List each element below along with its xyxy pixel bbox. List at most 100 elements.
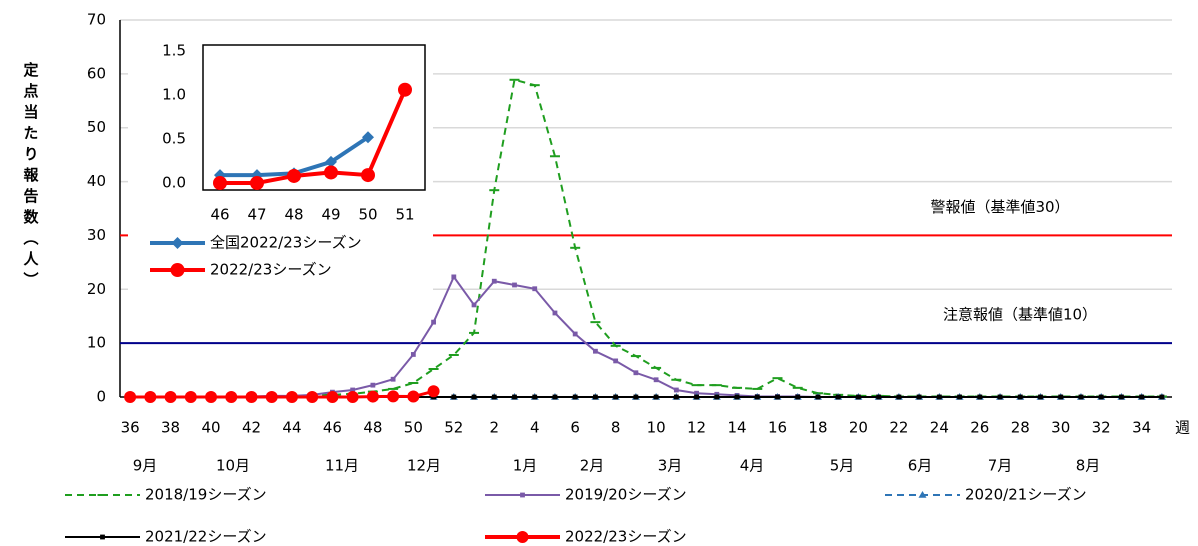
marker (633, 370, 639, 376)
marker (362, 131, 374, 144)
marker (977, 394, 983, 400)
y-tick-label: 60 (87, 64, 106, 82)
marker (613, 358, 619, 364)
marker (572, 331, 578, 337)
series-line (130, 274, 1162, 398)
marker (431, 319, 436, 325)
month-label: 12月 (407, 457, 441, 475)
x-tick-label: 34 (1132, 419, 1151, 437)
x-tick-label: 40 (201, 419, 220, 437)
x-tick-label: 46 (210, 206, 229, 224)
marker (1038, 394, 1043, 400)
reference-label: 注意報値（基準値10） (943, 306, 1097, 324)
marker (856, 394, 861, 400)
x-tick-label: 48 (363, 419, 382, 437)
marker (451, 274, 457, 280)
x-tick-label: 10 (647, 419, 666, 437)
y-axis-label: 定点当たり報告数（人） (22, 61, 40, 293)
marker (225, 391, 238, 403)
marker (471, 302, 477, 308)
legend-label: 2021/22シーズン (145, 528, 267, 546)
y-tick-label: 20 (87, 280, 106, 298)
marker (775, 394, 780, 400)
marker (572, 394, 578, 400)
x-tick-label: 50 (404, 419, 423, 437)
marker (471, 394, 477, 400)
x-tick-label: 32 (1092, 419, 1111, 437)
marker (918, 491, 927, 498)
series-line (130, 389, 434, 399)
y-tick-label: 1.0 (162, 86, 186, 104)
marker (346, 391, 359, 403)
marker (1017, 394, 1023, 400)
marker (451, 394, 457, 400)
marker (1058, 394, 1064, 400)
x-tick-label: 12 (687, 419, 706, 437)
marker (734, 394, 740, 400)
marker (512, 394, 517, 400)
marker (387, 390, 400, 403)
marker (184, 391, 197, 403)
month-label: 4月 (740, 457, 765, 475)
marker (361, 168, 375, 183)
marker (407, 390, 420, 403)
marker (427, 385, 440, 398)
y-tick-label: 40 (87, 172, 106, 190)
marker (1119, 394, 1124, 400)
marker (491, 394, 497, 400)
x-tick-label: 2 (489, 419, 499, 437)
x-tick-label: 44 (282, 419, 301, 437)
legend-label: 2019/20シーズン (565, 486, 687, 504)
marker (144, 391, 157, 403)
y-tick-label: 10 (87, 334, 106, 352)
x-tick-label: 42 (242, 419, 261, 437)
marker (997, 394, 1003, 400)
marker (552, 310, 558, 316)
x-tick-label: 38 (161, 419, 180, 437)
marker (936, 394, 942, 400)
month-label: 1月 (513, 457, 538, 475)
month-label: 3月 (658, 457, 683, 475)
month-label: 9月 (133, 457, 158, 475)
x-tick-label: 16 (768, 419, 787, 437)
marker (1078, 394, 1084, 400)
x-tick-label: 52 (444, 419, 463, 437)
marker (673, 387, 679, 393)
marker (552, 394, 558, 400)
y-tick-label: 0.5 (162, 130, 186, 148)
x-tick-label: 49 (321, 206, 340, 224)
x-unit: 週 (1175, 419, 1190, 437)
marker (366, 390, 379, 403)
marker (795, 394, 801, 400)
marker (287, 168, 301, 183)
marker (350, 387, 356, 393)
marker (532, 286, 538, 292)
x-tick-label: 36 (121, 419, 140, 437)
marker (390, 376, 396, 382)
marker (593, 394, 598, 400)
marker (410, 352, 416, 357)
marker (876, 394, 882, 400)
x-tick-label: 46 (323, 419, 342, 437)
marker (1159, 394, 1165, 400)
marker (532, 394, 538, 400)
marker (754, 394, 760, 400)
x-tick-label: 50 (358, 206, 377, 224)
x-tick-label: 24 (930, 419, 949, 437)
x-tick-label: 14 (727, 419, 746, 437)
x-tick-label: 4 (530, 419, 540, 437)
marker (815, 394, 821, 400)
marker (124, 391, 137, 403)
marker (714, 394, 720, 400)
legend-label: 2020/21シーズン (965, 486, 1087, 504)
x-tick-label: 22 (889, 419, 908, 437)
y-tick-label: 50 (87, 118, 106, 136)
legend-label: 全国2022/23シーズン (210, 234, 362, 252)
month-label: 7月 (988, 457, 1013, 475)
marker (491, 278, 497, 284)
marker (694, 394, 699, 400)
marker (370, 382, 376, 388)
marker (213, 176, 227, 190)
marker (916, 394, 922, 400)
